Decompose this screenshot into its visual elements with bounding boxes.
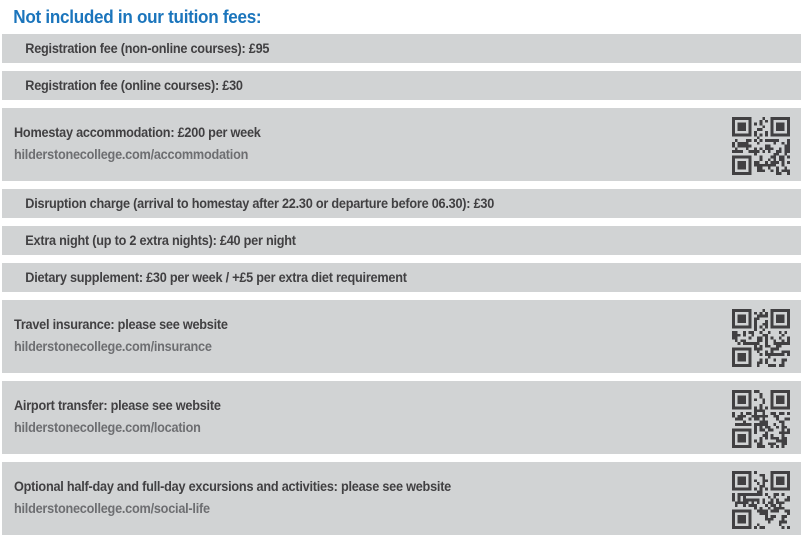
fee-row: Registration fee (non-online courses): £… bbox=[2, 34, 801, 63]
page-title: Not included in our tuition fees: bbox=[13, 7, 262, 27]
fee-row-text-block: Airport transfer: please see website hil… bbox=[2, 395, 801, 439]
fee-row: Registration fee (online courses): £30 bbox=[2, 71, 801, 100]
fee-text: Optional half-day and full-day excursion… bbox=[14, 479, 452, 494]
fee-text: Travel insurance: please see website bbox=[14, 317, 228, 332]
fee-text: Registration fee (non-online courses): £… bbox=[25, 41, 270, 56]
fee-row: Disruption charge (arrival to homestay a… bbox=[2, 189, 801, 218]
fee-row: Extra night (up to 2 extra nights): £40 … bbox=[2, 226, 801, 255]
fee-text: Registration fee (online courses): £30 bbox=[25, 78, 243, 93]
fee-row-text-block: Registration fee (non-online courses): £… bbox=[2, 41, 286, 56]
fee-text: Extra night (up to 2 extra nights): £40 … bbox=[25, 233, 296, 248]
qr-code-icon bbox=[732, 117, 790, 175]
fee-row: Airport transfer: please see website hil… bbox=[2, 381, 801, 454]
fee-text: Disruption charge (arrival to homestay a… bbox=[25, 196, 495, 211]
fee-row: Optional half-day and full-day excursion… bbox=[2, 462, 801, 535]
fee-row-text-block: Optional half-day and full-day excursion… bbox=[2, 476, 801, 520]
fee-text: Dietary supplement: £30 per week / +£5 p… bbox=[25, 270, 407, 285]
qr-code-icon bbox=[732, 390, 790, 448]
fee-row-text-block: Extra night (up to 2 extra nights): £40 … bbox=[2, 233, 314, 248]
fee-text: Airport transfer: please see website bbox=[14, 398, 221, 413]
qr-code-icon bbox=[732, 471, 790, 529]
fee-url: hilderstonecollege.com/accommodation bbox=[14, 147, 249, 162]
fee-row-text-block: Homestay accommodation: £200 per week hi… bbox=[2, 122, 801, 166]
fee-url: hilderstonecollege.com/location bbox=[14, 420, 201, 435]
fee-url: hilderstonecollege.com/social-life bbox=[14, 501, 210, 516]
fee-row: Travel insurance: please see website hil… bbox=[2, 300, 801, 373]
fee-row: Homestay accommodation: £200 per week hi… bbox=[2, 108, 801, 181]
fee-url: hilderstonecollege.com/insurance bbox=[14, 339, 212, 354]
fee-row-text-block: Disruption charge (arrival to homestay a… bbox=[2, 196, 525, 211]
fee-list: Registration fee (non-online courses): £… bbox=[2, 34, 801, 535]
fee-row: Dietary supplement: £30 per week / +£5 p… bbox=[2, 263, 801, 292]
fee-text: Homestay accommodation: £200 per week bbox=[14, 125, 261, 140]
fee-row-text-block: Travel insurance: please see website hil… bbox=[2, 314, 801, 358]
fee-row-text-block: Registration fee (online courses): £30 bbox=[2, 78, 257, 93]
qr-code-icon bbox=[732, 309, 790, 367]
fee-row-text-block: Dietary supplement: £30 per week / +£5 p… bbox=[2, 270, 432, 285]
